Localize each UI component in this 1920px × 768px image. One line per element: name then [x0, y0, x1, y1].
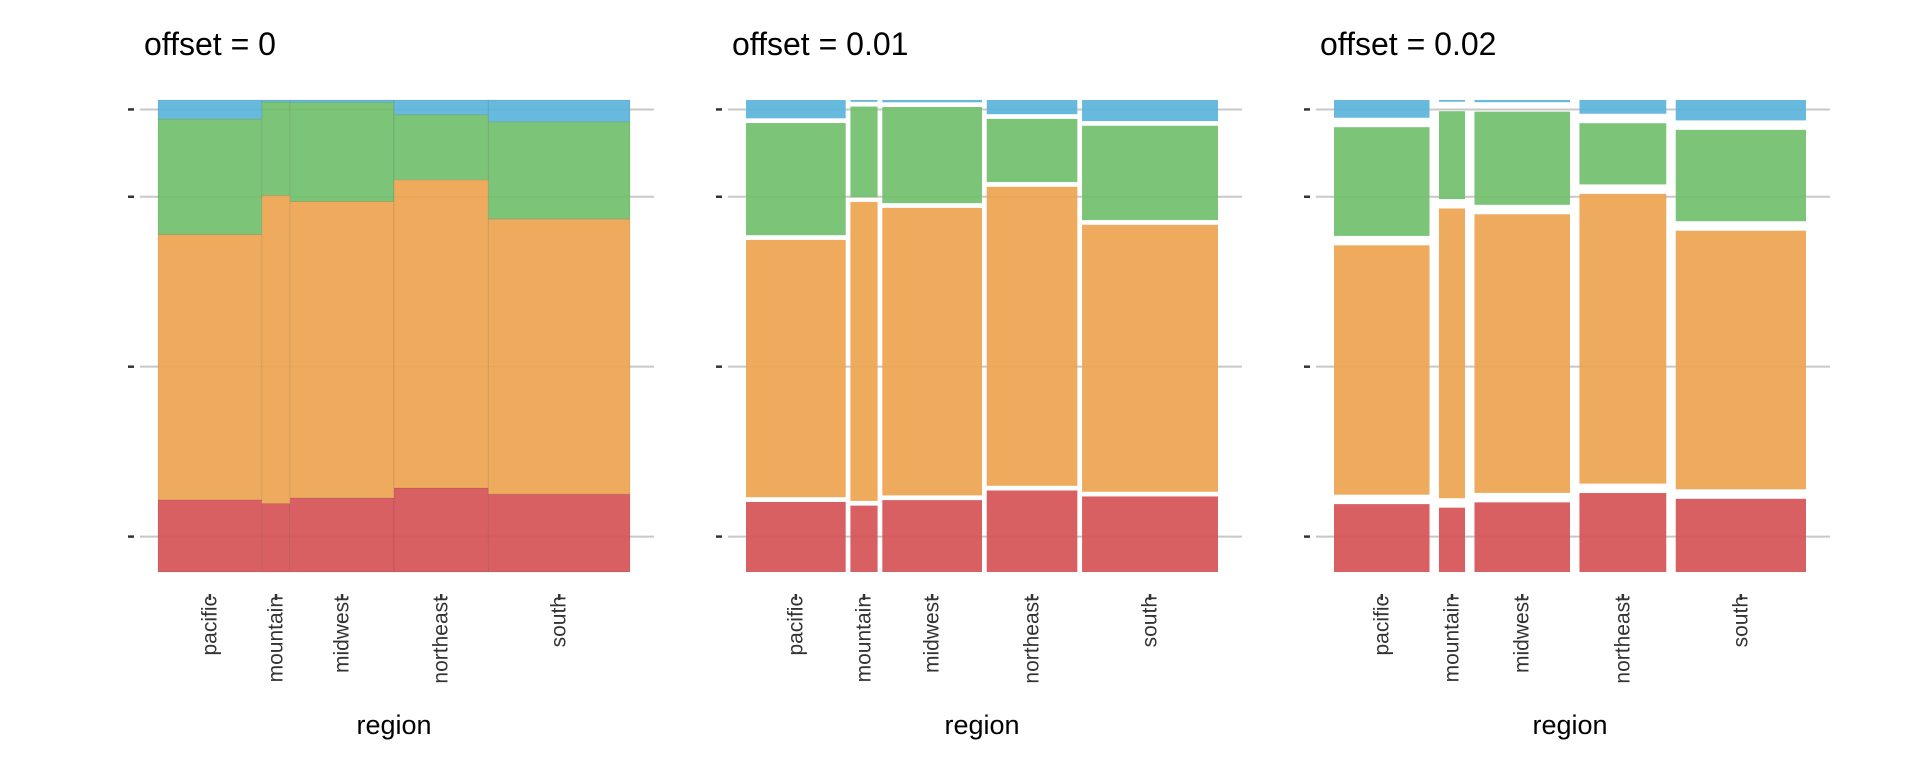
mosaic-cell-south-red — [487, 493, 631, 573]
mosaic-cell-mountain-red — [850, 505, 878, 572]
mosaic-cell-pacific-red — [746, 501, 846, 572]
mosaic-cell-pacific-orange — [746, 239, 846, 498]
mosaic-cell-midwest-blue — [1474, 100, 1570, 103]
x-tick-label-mountain: mountain — [1441, 596, 1464, 682]
mosaic-cell-northeast-orange — [1579, 193, 1667, 484]
mosaic-cell-south-red — [1675, 498, 1806, 572]
mosaic-cell-pacific-blue — [746, 100, 846, 119]
mosaic-cell-south-orange — [1082, 224, 1218, 492]
mosaic-cell-pacific-orange — [1334, 245, 1430, 495]
mosaic-cell-mountain-green — [1438, 111, 1466, 200]
mosaic-cell-midwest-red — [1474, 502, 1570, 572]
mosaic-cell-pacific-red — [1334, 504, 1430, 572]
mosaic-cell-northeast-orange — [986, 186, 1078, 486]
mosaic-cell-northeast-blue — [393, 99, 489, 116]
mosaic-cell-south-orange — [487, 218, 631, 495]
mosaic-cell-pacific-orange — [157, 234, 263, 501]
mosaic-cell-south-blue — [487, 99, 631, 123]
mosaic-cell-midwest-orange — [882, 207, 982, 496]
mosaic-cell-pacific-green — [157, 118, 263, 236]
mosaic-cell-south-blue — [1082, 100, 1218, 122]
mosaic-cell-mountain-green — [850, 106, 878, 198]
mosaic-cell-pacific-green — [1334, 127, 1430, 236]
chart-panel-1: offset = 0.01 pacific mountain midwest north… — [716, 26, 1242, 740]
mosaic-cell-mountain-blue — [850, 100, 878, 102]
mosaic-cell-northeast-red — [393, 487, 489, 573]
mosaic-cell-midwest-green — [882, 107, 982, 204]
x-tick-label-northeast: northeast — [1021, 596, 1044, 684]
mosaic-cell-northeast-green — [986, 118, 1078, 183]
mosaic-cell-northeast-blue — [986, 100, 1078, 115]
x-tick-label-pacific: pacific — [198, 596, 221, 656]
mosaic-cell-south-green — [487, 121, 631, 220]
mosaic-cell-northeast-green — [1579, 123, 1667, 185]
mosaic-cell-midwest-red — [882, 500, 982, 572]
x-tick-label-mountain: mountain — [265, 596, 288, 682]
mosaic-cell-mountain-orange — [850, 201, 878, 501]
mosaic-cell-pacific-blue — [157, 99, 263, 120]
x-axis-title: region — [356, 710, 431, 740]
mosaic-cell-midwest-blue — [882, 100, 982, 103]
mosaic-cell-mountain-orange — [261, 194, 291, 505]
mosaic-cell-northeast-red — [1579, 493, 1667, 572]
mosaic-cell-south-green — [1082, 125, 1218, 221]
x-tick-label-midwest: midwest — [331, 596, 354, 673]
mosaic-cell-south-green — [1675, 129, 1806, 222]
x-tick-label-pacific: pacific — [784, 596, 807, 656]
mosaic-cell-midwest-blue — [289, 99, 395, 103]
x-tick-label-midwest: midwest — [1511, 596, 1534, 673]
x-tick-label-south: south — [1729, 596, 1752, 647]
x-axis-title: region — [1532, 710, 1607, 740]
mosaic-cell-northeast-green — [393, 114, 489, 181]
mosaic-cell-northeast-orange — [393, 179, 489, 489]
mosaic-cell-northeast-blue — [1579, 100, 1667, 114]
mosaic-cell-mountain-red — [1438, 507, 1466, 572]
chart-panel-0: offset = 0 pacific mountain midwest northeas… — [128, 26, 654, 740]
x-tick-label-south: south — [1139, 596, 1162, 647]
mosaic-cell-mountain-blue — [261, 99, 291, 103]
chart-panel-2: offset = 0.02 pacific mountain midwest north… — [1304, 26, 1830, 740]
x-tick-label-south: south — [548, 596, 571, 647]
x-tick-label-midwest: midwest — [921, 596, 944, 673]
mosaic-cell-midwest-orange — [1474, 214, 1570, 493]
mosaic-cell-south-blue — [1675, 100, 1806, 121]
mosaic-cell-south-red — [1082, 496, 1218, 572]
mosaic-cell-mountain-red — [261, 503, 291, 573]
x-tick-label-mountain: mountain — [853, 596, 876, 682]
mosaic-cell-pacific-blue — [1334, 100, 1430, 118]
mosaic-cell-pacific-red — [157, 499, 263, 573]
x-axis-title: region — [944, 710, 1019, 740]
x-tick-label-northeast: northeast — [1611, 596, 1634, 684]
panel-title: offset = 0.02 — [1320, 26, 1496, 62]
mosaic-cell-mountain-green — [261, 101, 291, 196]
mosaic-cell-midwest-green — [289, 101, 395, 202]
mosaic-cell-midwest-red — [289, 497, 395, 573]
panel-title: offset = 0 — [144, 26, 276, 62]
mosaic-cell-pacific-green — [746, 123, 846, 236]
mosaic-cell-south-orange — [1675, 230, 1806, 490]
mosaic-cell-mountain-orange — [1438, 208, 1466, 499]
mosaic-cell-midwest-green — [1474, 111, 1570, 205]
mosaic-cell-mountain-blue — [1438, 100, 1466, 102]
x-tick-label-northeast: northeast — [430, 596, 453, 684]
mosaic-cell-northeast-red — [986, 490, 1078, 572]
x-tick-label-pacific: pacific — [1370, 596, 1393, 656]
mosaic-cell-midwest-orange — [289, 200, 395, 499]
panel-title: offset = 0.01 — [732, 26, 908, 62]
